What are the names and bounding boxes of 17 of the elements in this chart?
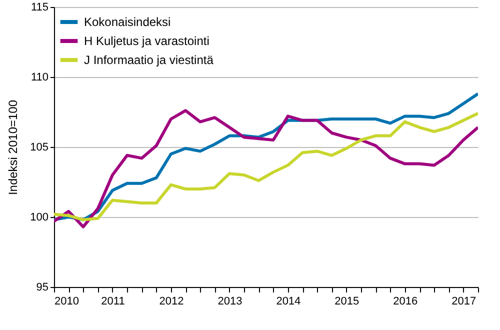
y-tick-label: 110: [30, 72, 48, 84]
legend-label: Kokonaisindeksi: [84, 15, 171, 29]
y-tick-label: 105: [30, 142, 48, 154]
x-tick-label: 2017: [452, 296, 476, 308]
x-tick-label: 2011: [101, 296, 125, 308]
x-tick-label: 2014: [276, 296, 301, 308]
y-tick-label: 115: [30, 2, 48, 14]
x-tick-label: 2015: [334, 296, 360, 308]
legend-label: H Kuljetus ja varastointi: [84, 34, 210, 48]
x-tick-label: 2012: [159, 296, 184, 308]
y-tick-label: 95: [36, 282, 48, 294]
y-tick-label: 100: [30, 212, 48, 224]
y-axis-title: Indeksi 2010=100: [6, 100, 20, 196]
x-tick-label: 2013: [218, 296, 242, 308]
x-tick-label: 2016: [393, 296, 418, 308]
x-tick-label: 2010: [54, 296, 79, 308]
legend-label: J Informaatio ja viestintä: [84, 53, 214, 67]
